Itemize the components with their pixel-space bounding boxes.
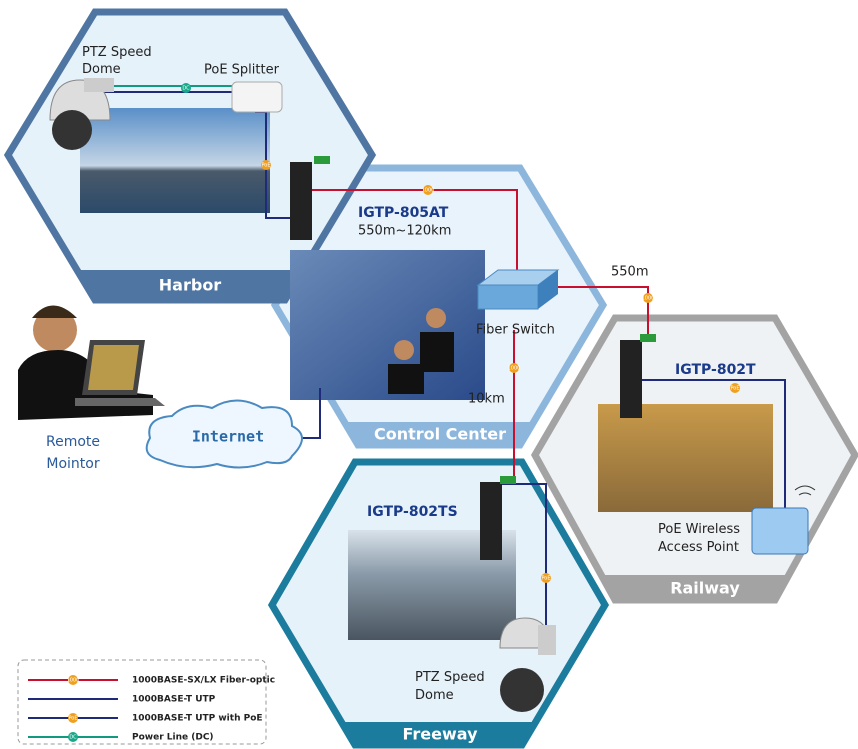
device-model: IGTP-805AT [358,205,449,221]
zone-label: Railway [670,579,740,598]
badge: 1000 [422,188,435,194]
badge: PoE [68,716,77,722]
label-line: PTZ Speed [82,45,152,60]
legend: 1000 1000BASE-SX/LX Fiber-optic 1000BASE-T… [18,660,275,744]
monitor-label: Remote Mointor [46,434,100,472]
badge: DC [182,86,190,92]
label-line: PoE Wireless [658,522,740,537]
distance-label: 10km [468,392,505,407]
internet-label: Internet [192,428,264,446]
label-line: Remote [46,434,100,450]
badge: 1000 [642,296,655,302]
harbor-photo [80,108,270,213]
label-line: Access Point [658,540,739,555]
railway-photo [598,404,773,512]
zone-label: Freeway [402,725,478,744]
control-photo [290,250,485,400]
label-line: Mointor [46,456,99,472]
badge: PoE [541,576,550,582]
badge: 1000 [67,678,80,684]
splitter-label: PoE Splitter [204,63,280,78]
legend-label: 1000BASE-T UTP with PoE [132,714,263,724]
zone-label: Control Center [374,425,506,444]
switch-label: Fiber Switch [476,323,555,338]
remote-user [18,306,165,421]
device-range: 550m~120km [358,224,451,239]
legend-label: 1000BASE-T UTP [132,695,216,705]
device-model: IGTP-802T [675,362,756,378]
legend-label: 1000BASE-SX/LX Fiber-optic [132,676,275,686]
badge: 1000 [508,366,521,372]
internet-cloud: Internet [147,401,302,468]
label-line: Dome [415,688,454,703]
label-line: PTZ Speed [415,670,485,685]
label-line: Dome [82,62,121,77]
distance-label: 550m [611,265,648,280]
badge: PoE [730,386,739,392]
diagram: Railway Control Center Harbor Freeway DC… [0,0,858,749]
badge: DC [69,735,77,741]
device-model: IGTP-802TS [367,504,458,520]
badge: PoE [261,163,270,169]
legend-label: Power Line (DC) [132,733,214,743]
zone-label: Harbor [159,276,222,295]
